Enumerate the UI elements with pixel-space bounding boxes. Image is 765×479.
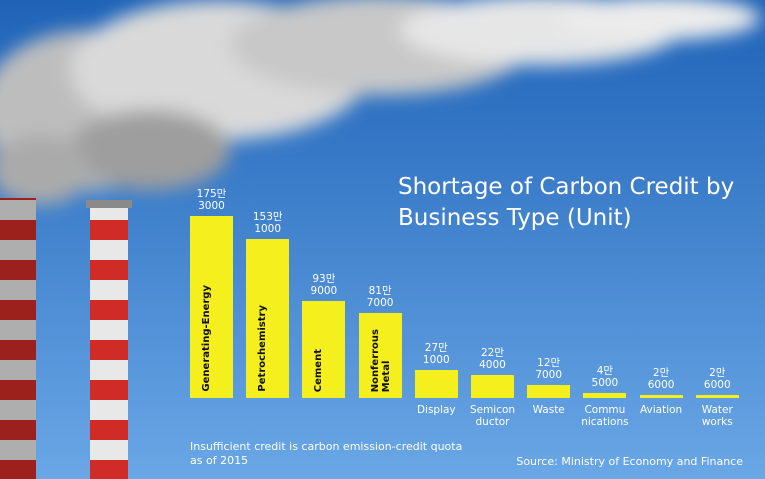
value-label: 175만 3000 xyxy=(182,188,242,212)
value-label: 2만 6000 xyxy=(687,367,747,391)
note: Insufficient credit is carbon emission-c… xyxy=(190,440,462,468)
category-label: Semicon ductor xyxy=(463,404,523,428)
category-label: Water works xyxy=(687,404,747,428)
bar xyxy=(640,395,683,398)
value-label: 12만 7000 xyxy=(519,357,579,381)
category-label: Display xyxy=(406,404,466,416)
category-label: Generating-Energy xyxy=(201,285,212,392)
category-label: Waste xyxy=(519,404,579,416)
category-label: Nonferrous Metal xyxy=(370,329,392,392)
source: Source: Ministry of Economy and Finance xyxy=(516,455,743,468)
value-label: 81만 7000 xyxy=(350,285,410,309)
bar xyxy=(696,395,739,398)
value-label: 22만 4000 xyxy=(463,347,523,371)
category-label: Cement xyxy=(313,349,324,392)
chart-title: Shortage of Carbon Credit by Business Ty… xyxy=(398,172,734,234)
bar xyxy=(583,393,626,398)
bar xyxy=(527,385,570,398)
value-label: 2만 6000 xyxy=(631,367,691,391)
category-label: Aviation xyxy=(631,404,691,416)
bar xyxy=(471,375,514,398)
value-label: 93만 9000 xyxy=(294,273,354,297)
infographic: Shortage of Carbon Credit by Business Ty… xyxy=(0,0,765,479)
category-label: Petrochemistry xyxy=(257,305,268,392)
value-label: 153만 1000 xyxy=(238,211,298,235)
value-label: 27만 1000 xyxy=(406,342,466,366)
bar xyxy=(415,370,458,398)
category-label: Commu nications xyxy=(575,404,635,428)
value-label: 4만 5000 xyxy=(575,365,635,389)
